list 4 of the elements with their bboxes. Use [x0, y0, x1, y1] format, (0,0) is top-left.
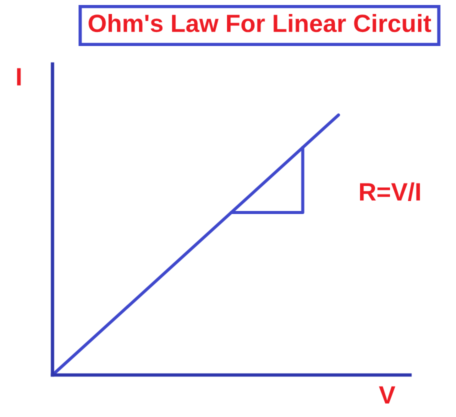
x-axis-title: V: [378, 386, 396, 404]
chart-title: Ohm's Law For Linear Circuit: [88, 14, 432, 32]
y-axis-title: I: [17, 68, 21, 86]
annotation: R=V/I: [360, 182, 420, 201]
